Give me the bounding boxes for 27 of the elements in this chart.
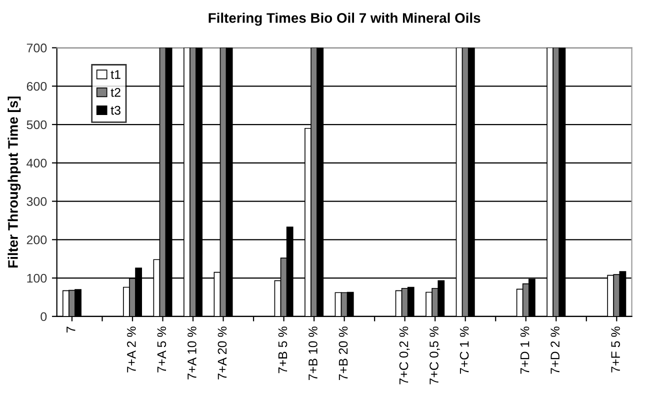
x-tick-label: 7+A 10 % [188,326,196,380]
y-axis-title: Filter Throughput Time [s] [8,96,21,268]
x-tick-label: 7+C 1 % [460,326,469,374]
legend-label: t1 [110,70,120,79]
y-tick-label: 500 [26,120,47,130]
x-tick-label: 7+C 0,2 % [399,326,410,384]
y-tick-label: 0 [40,312,47,322]
chart-title: Filtering Times Bio Oil 7 with Mineral Oils [208,12,480,26]
x-tick-label: 7+A 2 % [127,326,136,372]
y-tick-label: 200 [26,235,47,244]
legend-label: t3 [110,106,120,115]
x-tick-label: 7+F 5 % [611,326,620,372]
y-tick-label: 700 [26,44,47,52]
x-tick-label: 7+D 1 % [520,326,530,374]
x-tick-label: 7+B 10 % [308,326,318,380]
y-tick-label: 300 [26,197,47,206]
x-tick-label: 7+A 20 % [218,326,227,380]
x-tick-label: 7 [66,326,76,332]
x-tick-label: 7+B 20 % [338,326,348,380]
x-tick-label: 7+A 5 % [157,326,166,372]
x-tick-label: 7+C 0,5 % [430,326,440,384]
y-tick-label: 100 [27,274,47,283]
legend-label: t2 [110,88,120,97]
x-tick-label: 7+B 5 % [278,326,288,374]
x-tick-label: 7+D 2 % [550,326,560,374]
y-tick-label: 600 [26,82,47,91]
y-tick-label: 400 [26,158,47,168]
